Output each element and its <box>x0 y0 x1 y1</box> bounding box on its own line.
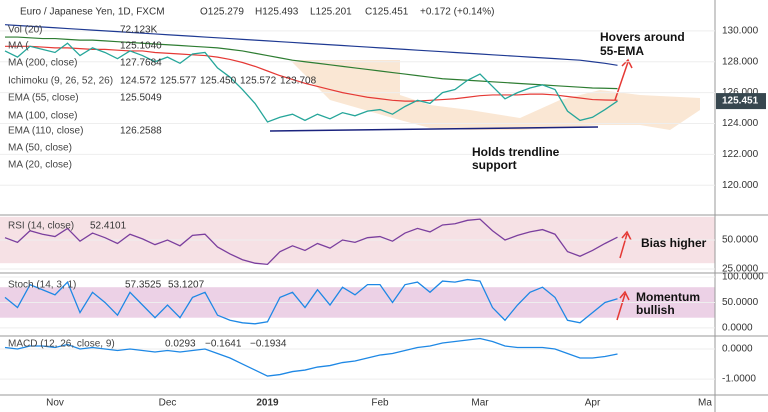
ma-line <box>5 36 618 90</box>
y-tick-label: 50.0000 <box>722 297 759 308</box>
legend-value: 125.572 <box>240 76 277 87</box>
panel-title: MACD (12, 26, close, 9) <box>8 339 115 350</box>
change: +0.172 (+0.14%) <box>420 7 495 18</box>
x-tick-label: Apr <box>585 398 601 409</box>
annotation: Holds trendline <box>472 145 560 159</box>
y-tick-label: 0.0000 <box>722 323 753 334</box>
price-line <box>4 42 618 123</box>
legend-value: 126.2588 <box>120 126 162 137</box>
ohlc-close: C125.451 <box>365 7 409 18</box>
x-tick-label: Nov <box>46 398 64 409</box>
y-tick-label: 0.0000 <box>722 344 753 355</box>
y-tick-label: 122.000 <box>722 149 759 160</box>
ma-line <box>4 24 618 66</box>
panel-value: 52.4101 <box>90 221 127 232</box>
x-tick-label: Feb <box>371 398 389 409</box>
panel-value: −0.1641 <box>205 339 242 350</box>
y-tick-label: 128.000 <box>722 56 759 67</box>
y-tick-label: 130.000 <box>722 26 759 37</box>
legend-value: 124.572 <box>120 76 157 87</box>
legend-name: MA (20, close) <box>8 160 72 171</box>
y-tick-label: -1.0000 <box>722 374 756 385</box>
panel-value: −0.1934 <box>250 339 287 350</box>
trendline <box>269 126 599 132</box>
legend-value: 125.577 <box>160 76 197 87</box>
chart-title: Euro / Japanese Yen, 1D, FXCM <box>20 7 165 18</box>
ichimoku-cloud <box>290 60 700 130</box>
ohlc-open: O125.279 <box>200 7 244 18</box>
legend-name: EMA (110, close) <box>8 126 83 137</box>
panel-value: 53.1207 <box>168 280 205 291</box>
x-tick-label: Mar <box>471 398 489 409</box>
legend-name: Vol (20) <box>8 25 42 36</box>
y-tick-label: 124.000 <box>722 118 759 129</box>
annotation: 55-EMA <box>600 44 644 58</box>
price-line <box>4 218 618 266</box>
price-line <box>4 278 618 325</box>
x-tick-label: Ma <box>698 398 712 409</box>
legend-value: 125.450 <box>200 76 237 87</box>
legend-name: MA (200, close) <box>8 58 77 69</box>
annotation: support <box>472 158 517 172</box>
last-price-box <box>716 93 766 110</box>
legend-name: MA (100, close) <box>8 111 77 122</box>
legend-name: Ichimoku (9, 26, 52, 26) <box>8 76 113 87</box>
panel-title: RSI (14, close) <box>8 221 74 232</box>
panel-title: Stoch (14, 3, 1) <box>8 280 76 291</box>
legend-value: 72.123K <box>120 25 158 36</box>
y-tick-label: 126.000 <box>722 87 759 98</box>
legend-value: 125.1040 <box>120 41 162 52</box>
annotation: Momentum <box>636 290 700 304</box>
y-tick-label: 100.0000 <box>722 272 764 283</box>
legend-name: MA ( <box>8 41 29 52</box>
panel-value: 0.0293 <box>165 339 196 350</box>
y-tick-label: 50.0000 <box>722 235 759 246</box>
legend-value: 125.5049 <box>120 93 162 104</box>
panel-value: 57.3525 <box>125 280 162 291</box>
ohlc-high: H125.493 <box>255 7 299 18</box>
price-line <box>4 337 618 377</box>
annotation: bullish <box>636 303 675 317</box>
ma-line <box>5 45 618 102</box>
last-price-label: 125.451 <box>722 96 759 107</box>
legend-name: EMA (55, close) <box>8 93 79 104</box>
x-tick-label: Dec <box>159 398 177 409</box>
annotation-arrows <box>614 58 633 321</box>
annotation: Bias higher <box>641 236 707 250</box>
y-tick-label: 25.0000 <box>722 264 759 275</box>
legend-value: 123.708 <box>280 76 317 87</box>
y-tick-label: 120.000 <box>722 180 759 191</box>
annotation: Hovers around <box>600 30 685 44</box>
legend-value: 127.7684 <box>120 58 162 69</box>
legend-name: MA (50, close) <box>8 143 72 154</box>
ohlc-low: L125.201 <box>310 7 352 18</box>
x-tick-label: 2019 <box>256 398 279 409</box>
